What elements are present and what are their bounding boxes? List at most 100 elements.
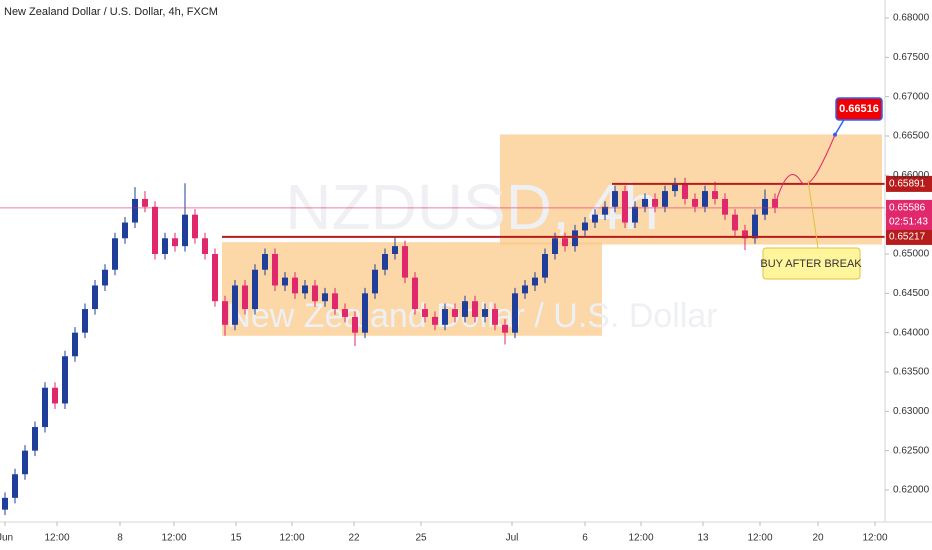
candle-body [362, 293, 368, 333]
y-tick-label: 0.64000 [893, 327, 930, 338]
candle-body [542, 253, 548, 278]
candle-body [382, 253, 388, 270]
candle-body [102, 269, 108, 286]
candle-body [512, 293, 518, 333]
candle-body [702, 191, 708, 207]
candle-body [202, 238, 208, 254]
x-tick-label: 25 [415, 533, 427, 544]
y-tick-label: 0.63000 [893, 406, 930, 417]
candle-body [72, 332, 78, 357]
y-tick-label: 0.67000 [893, 91, 930, 102]
candle-body [422, 309, 428, 317]
candle-body [522, 285, 528, 294]
candle-body [412, 277, 418, 310]
candle-body [592, 214, 598, 223]
candle-body [432, 316, 438, 325]
countdown: 02:51:43 [889, 217, 928, 228]
candle-body [402, 246, 408, 278]
candle-body [312, 285, 318, 302]
x-tick-label: 12:00 [862, 533, 887, 544]
y-tick-label: 0.67500 [893, 52, 930, 63]
y-tick-label: 0.66000 [893, 170, 930, 181]
candle-body [352, 316, 358, 333]
candle-body [192, 214, 198, 239]
candle-body [92, 285, 98, 310]
x-tick-label: 12:00 [279, 533, 304, 544]
target-pointer [834, 117, 846, 136]
candle-body [532, 277, 538, 286]
x-tick-label: 20 [812, 533, 824, 544]
candle-body [662, 191, 668, 207]
target-box [835, 97, 883, 121]
x-tick-label: Jun [0, 533, 13, 544]
zone [500, 134, 882, 245]
projection-path [775, 134, 836, 203]
level-label-bg [886, 228, 932, 245]
level-label: 0.65891 [889, 179, 926, 190]
candle-body [772, 198, 778, 208]
candle-body [482, 309, 488, 317]
candle-body [302, 285, 308, 294]
candle-body [472, 301, 478, 317]
y-tick-label: 0.65000 [893, 249, 930, 260]
x-tick-label: 6 [582, 533, 588, 544]
candle-body [262, 253, 268, 270]
candle-body [2, 497, 8, 510]
candle-body [282, 277, 288, 286]
candle-body [492, 309, 498, 325]
candle-body [602, 206, 608, 215]
candle-body [762, 198, 768, 215]
candle-body [452, 309, 458, 317]
callout-pointer [807, 179, 819, 249]
x-tick-label: 13 [697, 533, 709, 544]
x-tick-label: 12:00 [747, 533, 772, 544]
candle-body [122, 222, 128, 239]
candles [2, 177, 778, 516]
y-tick-label: 0.66500 [893, 131, 930, 142]
candle-body [52, 387, 58, 404]
candle-body [142, 198, 148, 207]
candle-body [152, 206, 158, 254]
callout-text: BUY AFTER BREAK [760, 258, 862, 270]
candle-body [652, 198, 658, 207]
axes: 0.65891 0.65217 0.62000 0.62500 0.63000 0.635… [0, 13, 932, 544]
candle-body [372, 269, 378, 294]
candle-body [552, 238, 558, 254]
candle-body [642, 198, 648, 207]
candle-body [232, 285, 238, 325]
candle-body [222, 301, 228, 325]
candle-body [342, 309, 348, 317]
candle-body [732, 214, 738, 231]
candle-body [722, 198, 728, 215]
candle-body [272, 253, 278, 286]
x-tick-label: Jul [506, 533, 519, 544]
candle-body [562, 238, 568, 247]
candle-body [392, 246, 398, 254]
x-tick-label: 12:00 [628, 533, 653, 544]
candle-body [82, 309, 88, 333]
y-tick-label: 0.64500 [893, 288, 930, 299]
candle-body [742, 230, 748, 239]
x-tick-label: 15 [230, 533, 242, 544]
y-tick-label: 0.62500 [893, 445, 930, 456]
overlays: 0.66516 [0, 97, 885, 238]
candle-body [612, 191, 618, 207]
candle-body [242, 285, 248, 310]
candle-body [292, 277, 298, 294]
candle-body [712, 191, 718, 199]
candle-body [182, 214, 188, 247]
candle-body [172, 238, 178, 247]
candle-body [332, 293, 338, 310]
candle-body [632, 206, 638, 223]
level-label-bg [886, 175, 932, 192]
candle-body [112, 238, 118, 270]
target-label: 0.66516 [839, 103, 879, 115]
candle-body [682, 183, 688, 199]
candle-body [692, 198, 698, 207]
candle-body [442, 309, 448, 325]
candle-body [162, 238, 168, 254]
callout-box [762, 247, 861, 280]
candle-body [582, 222, 588, 231]
